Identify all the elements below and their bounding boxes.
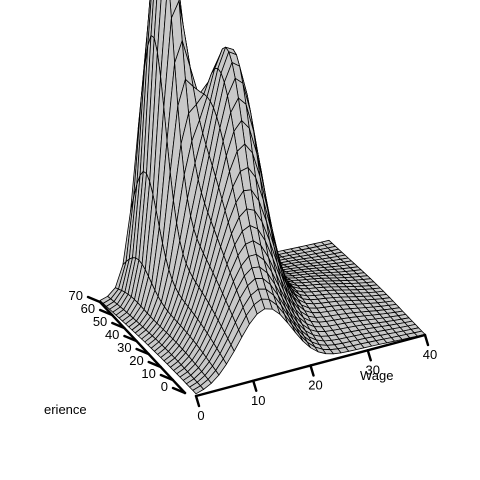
x-tick-mark [309, 364, 315, 377]
x-tick-label: 10 [251, 393, 265, 408]
tick-marks [86, 295, 430, 408]
y-tick-mark [159, 373, 175, 382]
surface-cell [192, 385, 205, 395]
experience-axis-line [98, 300, 187, 395]
y-tick-label: 10 [141, 366, 155, 381]
y-tick-label: 70 [69, 288, 83, 303]
x-axis-label: Wage [360, 368, 393, 383]
surface-mesh [99, 0, 426, 395]
x-tick-mark [423, 333, 430, 347]
y-tick-label: 60 [81, 301, 95, 316]
x-tick-mark [194, 394, 201, 408]
y-tick-mark [111, 321, 126, 330]
x-tick-mark [366, 349, 372, 362]
x-tick-mark [252, 379, 258, 392]
y-tick-mark [135, 347, 150, 356]
x-tick-label: 0 [197, 408, 204, 423]
y-tick-mark [86, 295, 102, 304]
y-tick-mark [123, 334, 138, 343]
x-tick-label: 20 [308, 378, 322, 393]
y-tick-label: 0 [161, 379, 168, 394]
y-tick-label: 40 [105, 327, 119, 342]
y-tick-label: 50 [93, 314, 107, 329]
y-tick-label: 20 [129, 353, 143, 368]
y-tick-mark [171, 386, 187, 395]
x-tick-label: 40 [423, 347, 437, 362]
y-tick-label: 30 [117, 340, 131, 355]
y-axis-label: erience [44, 402, 87, 417]
y-tick-mark [147, 360, 162, 369]
y-tick-mark [98, 308, 114, 317]
x-tick-label: 30 [366, 362, 380, 377]
